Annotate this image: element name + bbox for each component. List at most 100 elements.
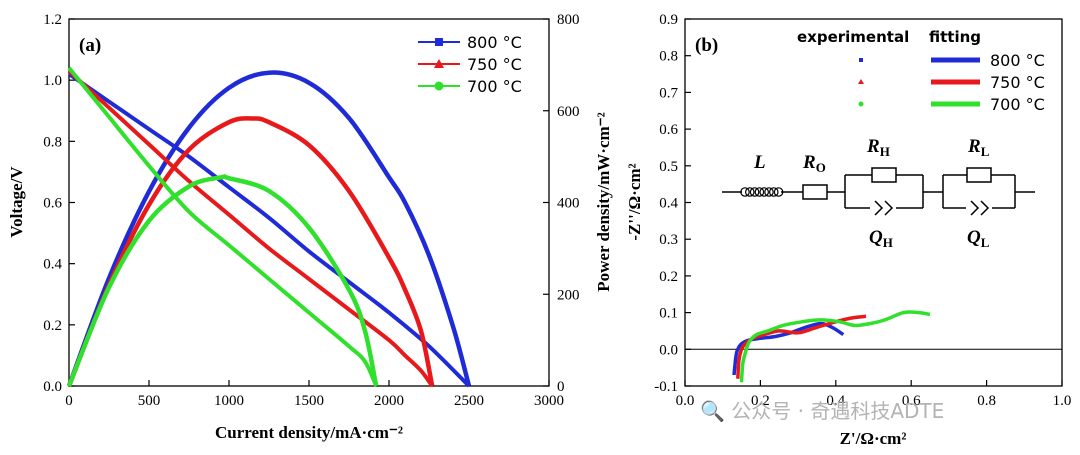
panel-a-x-axis-title: Current density/mA·cm⁻²	[215, 423, 403, 442]
resistor-rl-symbol	[966, 167, 992, 183]
watermark: 🔍 公众号 · 奇遇科技ADTE	[700, 399, 945, 423]
legend-marker-circle	[434, 81, 444, 91]
resistor-rh-symbol	[871, 167, 897, 183]
panel-a-chart: 0 500 1000 1500 2000 2500 3000 0.00.20.40.60.8…	[7, 12, 613, 442]
y-tick-label: 0.9	[659, 12, 678, 28]
power-curve-750	[66, 116, 435, 387]
impedance-curve-700	[739, 310, 931, 383]
cpe-ql-symbol-2	[980, 200, 990, 216]
inductor-loop	[768, 187, 779, 197]
panel-b-chart: 0.0 0.2 0.4 0.6 0.8 1.0 -0.10.00.10.20.30.40.…	[625, 12, 1071, 448]
y-tick-label: 0.0	[43, 379, 62, 395]
inductor-loop	[749, 187, 760, 197]
legend-marker-triangle	[434, 59, 444, 68]
panel-a-y2-axis: 0 200 400 600 800	[543, 12, 580, 395]
x-tick-label: 0	[65, 393, 73, 409]
x-tick-label: 0.4	[826, 393, 845, 409]
y2-tick-label: 600	[557, 104, 580, 120]
panel-b-curves	[732, 310, 931, 383]
panel-b-y-axis: -0.1 0.0 0.1 0.2 0.3 0.4 0.5 0.6 0.7 0.8 0.9	[654, 12, 691, 395]
x-tick-label: 2000	[374, 393, 404, 409]
legend-label: 800 °C	[990, 51, 1045, 70]
x-tick-label: 500	[138, 393, 161, 409]
panel-a-curves	[66, 66, 472, 388]
y-tick-label: 0.1	[659, 306, 678, 322]
legend-header-fitting: fitting	[929, 28, 981, 46]
y-tick-label: 0.0	[659, 342, 678, 358]
circuit-labels: L RO RH RL QH QL	[753, 136, 990, 250]
inductor-loop	[759, 187, 769, 197]
cpe-ql-symbol	[970, 200, 980, 216]
y2-tick-label: 200	[557, 287, 580, 303]
legend-header-experimental: experimental	[797, 28, 909, 46]
x-tick-label: 1500	[294, 393, 324, 409]
panel-b-y-axis-title: -Z''/Ω·cm²	[625, 163, 644, 240]
circuit-label-rh: RH	[866, 136, 890, 159]
x-tick-label: 1000	[214, 393, 244, 409]
panel-b-x-axis: 0.0 0.2 0.4 0.6 0.8 1.0	[676, 380, 1072, 409]
legend-label: 700 °C	[467, 77, 522, 96]
legend-label: 800 °C	[467, 33, 522, 52]
circuit-label-ro: RO	[802, 152, 826, 175]
y-tick-label: 0.3	[659, 232, 678, 248]
legend-label: 750 °C	[467, 55, 522, 74]
impedance-curve-750	[736, 314, 867, 379]
resistor-ro-symbol	[802, 184, 828, 200]
legend-label: 700 °C	[990, 95, 1045, 114]
y-tick-label: 0.6	[43, 196, 62, 212]
y-tick-label: 0.2	[659, 269, 678, 285]
panel-b-label: (b)	[695, 35, 718, 56]
circuit-label-rl: RL	[967, 136, 990, 159]
y2-tick-label: 0	[557, 379, 565, 395]
panel-a-y2-axis-title: Power density/mW·cm⁻²	[594, 112, 613, 291]
equivalent-circuit-diagram	[722, 167, 1035, 216]
x-tick-label: 0.8	[977, 393, 996, 409]
x-tick-label: 0.6	[902, 393, 921, 409]
panel-a-label: (a)	[79, 35, 101, 56]
legend-label: 750 °C	[990, 73, 1045, 92]
panel-b-legend: 800 °C 750 °C 700 °C	[858, 51, 1045, 114]
x-tick-label: 1.0	[1053, 393, 1072, 409]
circuit-label-ql: QL	[967, 227, 990, 250]
y2-tick-label: 800	[557, 12, 580, 28]
legend-exp-marker-triangle	[858, 79, 864, 84]
y-tick-label: 1.0	[43, 73, 62, 89]
inductor-symbol	[740, 187, 784, 197]
inductor-loop	[744, 187, 755, 197]
y-tick-label: -0.1	[654, 379, 678, 395]
power-curve-800	[66, 70, 472, 387]
impedance-curve-800	[732, 321, 845, 376]
legend-marker-square	[435, 38, 443, 46]
inductor-loop	[740, 187, 750, 197]
y-tick-label: 0.7	[659, 85, 678, 101]
y-tick-label: 0.4	[659, 196, 678, 212]
panel-a-legend: 800 °C 750 °C 700 °C	[418, 33, 522, 96]
cpe-qh-symbol	[874, 200, 884, 216]
voltage-curve-800	[67, 72, 471, 388]
legend-exp-marker-square	[859, 58, 863, 62]
y-tick-label: 0.6	[659, 122, 678, 138]
panel-a-y-axis: 0.0 0.2 0.4 0.6 0.8 1.0 1.2	[43, 12, 75, 395]
x-tick-label: 0.2	[751, 393, 770, 409]
y-tick-label: 0.8	[659, 49, 678, 65]
circuit-label-l: L	[753, 152, 766, 173]
inductor-loop	[764, 187, 774, 197]
voltage-curve-750	[67, 69, 434, 388]
panel-a-y-axis-title: Voltage/V	[7, 166, 26, 238]
y2-tick-label: 400	[557, 196, 580, 212]
power-curve-700	[66, 174, 379, 387]
y-tick-label: 0.2	[43, 318, 62, 334]
panel-b-x-axis-title: Z'/Ω·cm²	[840, 429, 907, 448]
circuit-label-qh: QH	[869, 227, 893, 250]
y-tick-label: 0.5	[659, 159, 678, 175]
inductor-loop	[754, 187, 765, 197]
cpe-qh-symbol-2	[884, 200, 894, 216]
legend-exp-marker-circle	[858, 101, 864, 107]
x-tick-label: 3000	[534, 393, 564, 409]
x-tick-label: 0.0	[676, 393, 695, 409]
y-tick-label: 0.4	[43, 257, 62, 273]
y-tick-label: 1.2	[43, 12, 62, 28]
voltage-curve-700	[67, 66, 379, 387]
panel-a-x-axis: 0 500 1000 1500 2000 2500 3000	[65, 380, 564, 409]
